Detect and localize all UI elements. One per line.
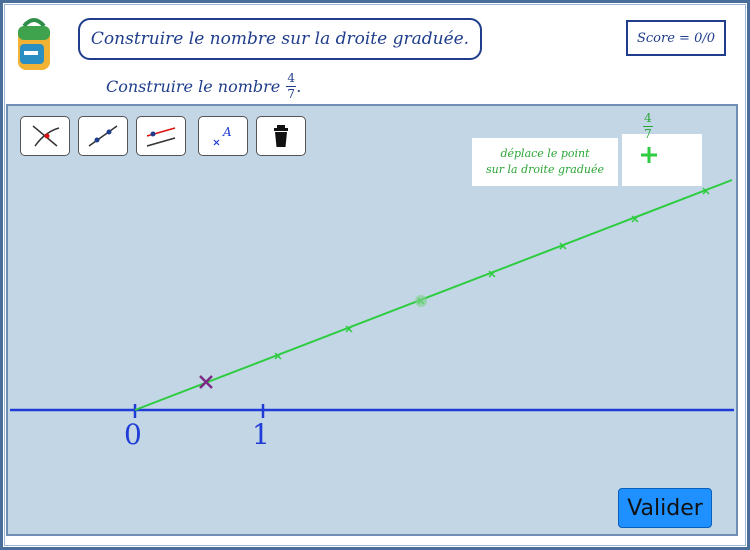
task-fraction-denominator: 7 <box>287 86 296 101</box>
graduation-mark <box>702 187 710 195</box>
instruction-title-text: Construire le nombre sur la droite gradu… <box>90 29 470 49</box>
validate-button[interactable]: Valider <box>618 488 712 528</box>
trash-icon <box>274 125 288 147</box>
highlighted-graduation[interactable] <box>415 295 427 307</box>
task-subtitle-suffix: . <box>296 76 302 96</box>
task-subtitle: Construire le nombre 4 7 . <box>106 66 301 106</box>
target-box <box>622 134 702 186</box>
target-fraction-numerator: 4 <box>644 111 652 125</box>
tool-intersect[interactable] <box>20 116 70 156</box>
header: Construire le nombre sur la droite gradu… <box>6 6 744 102</box>
backpack-icon <box>18 18 50 70</box>
parallel-line-icon <box>146 127 176 147</box>
window-inner-frame <box>4 4 746 546</box>
tool-point-on-line[interactable] <box>78 116 128 156</box>
label-text-glyph: A <box>222 125 232 139</box>
tool-parallel-line[interactable] <box>136 116 186 156</box>
geometry-canvas[interactable]: 0 1 A déplac <box>6 104 738 536</box>
plus-icon[interactable] <box>640 146 658 164</box>
point-on-line-icon <box>88 125 118 147</box>
number-line-plot <box>10 179 734 418</box>
task-fraction: 4 7 <box>286 70 297 101</box>
instruction-hint: déplace le point sur la droite graduée <box>472 138 618 186</box>
intersect-icon <box>32 125 60 147</box>
axis-label-1: 1 <box>252 418 270 451</box>
graduation-mark <box>631 215 639 223</box>
fraction-bar <box>286 85 297 87</box>
score-text: Score = 0/0 <box>637 30 715 46</box>
instruction-title: Construire le nombre sur la droite gradu… <box>78 18 482 60</box>
graduated-line <box>134 179 733 411</box>
draggable-point[interactable] <box>199 375 213 389</box>
score-badge: Score = 0/0 <box>626 20 726 56</box>
task-subtitle-prefix: Construire le nombre <box>106 76 281 96</box>
tool-delete[interactable] <box>256 116 306 156</box>
graduation-mark <box>559 242 567 250</box>
task-fraction-numerator: 4 <box>287 70 296 85</box>
target-fraction: 4 7 <box>638 112 658 141</box>
graduation-mark <box>274 352 282 360</box>
target-fraction-denominator: 7 <box>644 127 652 141</box>
axis-label-0: 0 <box>124 418 142 451</box>
graduation-mark <box>345 325 353 333</box>
label-text-icon: A <box>213 125 232 146</box>
graduation-mark <box>488 270 496 278</box>
tool-label-text[interactable]: A <box>198 116 248 156</box>
hint-line-1: déplace le point <box>500 147 590 160</box>
hint-line-2: sur la droite graduée <box>486 163 604 176</box>
fraction-bar <box>643 126 653 127</box>
